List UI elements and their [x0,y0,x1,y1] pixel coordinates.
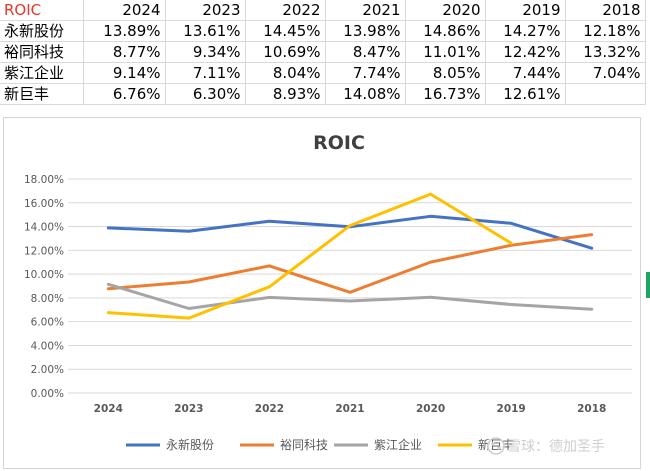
series-line[interactable] [106,192,513,320]
watermark: 雪球：德加圣手 [487,437,605,455]
y-tick-label: 18.00% [24,174,64,186]
chart-title: ROIC [313,132,365,154]
x-tick-label: 2018 [577,403,606,415]
value-cell[interactable]: 8.05% [405,62,486,84]
header-row: ROIC 2024 2023 2022 2021 2020 2019 2018 [0,0,646,21]
watermark-text: 雪球：德加圣手 [507,439,605,455]
value-cell[interactable]: 13.61% [165,20,246,42]
chart-canvas: ROIC 0.00% 2.00% 4.00% 6.00% 8.00% 10.00% 12.0… [24,132,632,455]
value-cell[interactable]: 11.01% [405,41,486,63]
value-cell[interactable]: 7.44% [485,62,566,84]
header-cell-year[interactable]: 2023 [165,0,246,21]
value-cell[interactable]: 8.47% [325,41,406,63]
value-cell[interactable]: 16.73% [405,83,486,105]
header-cell-year[interactable]: 2021 [325,0,406,21]
table-row: 裕同科技 8.77% 9.34% 10.69% 8.47% 11.01% 12.… [0,41,646,63]
x-tick-label: 2020 [416,403,445,415]
value-cell[interactable]: 9.34% [165,41,246,63]
header-cell-year[interactable]: 2022 [245,0,326,21]
value-cell[interactable]: 14.86% [405,20,486,42]
value-cell[interactable]: 14.08% [325,83,406,105]
value-cell[interactable]: 13.89% [83,20,166,42]
y-tick-label: 8.00% [31,293,64,305]
y-tick-label: 0.00% [31,388,64,400]
selection-marker [646,272,650,298]
header-cell-year[interactable]: 2024 [83,0,166,21]
y-tick-label: 12.00% [24,245,64,257]
row-label-cell[interactable]: 裕同科技 [0,41,84,63]
value-cell[interactable]: 6.30% [165,83,246,105]
header-cell-year[interactable]: 2018 [565,0,646,21]
x-tick-label: 2022 [255,403,284,415]
row-label-cell[interactable]: 紫江企业 [0,62,84,84]
value-cell[interactable]: 9.14% [83,62,166,84]
data-table: ROIC 2024 2023 2022 2021 2020 2019 2018 … [0,0,646,105]
value-cell[interactable]: 8.04% [245,62,326,84]
table-row: 永新股份 13.89% 13.61% 14.45% 13.98% 14.86% … [0,20,646,42]
x-tick-label: 2021 [335,403,364,415]
value-cell[interactable]: 8.77% [83,41,166,63]
legend-label: 裕同科技 [280,437,328,452]
value-cell[interactable]: 12.61% [485,83,566,105]
x-tick-label: 2024 [94,403,123,415]
y-axis-labels: 0.00% 2.00% 4.00% 6.00% 8.00% 10.00% 12.00% 14.… [24,174,64,400]
x-tick-label: 2023 [174,403,203,415]
header-cell-corner[interactable]: ROIC [0,0,84,21]
x-tick-label: 2019 [497,403,526,415]
y-tick-label: 10.00% [24,269,64,281]
series-line[interactable] [106,233,594,294]
value-cell[interactable]: 7.74% [325,62,406,84]
legend-label: 新巨丰 [478,437,514,452]
row-label-cell[interactable]: 新巨丰 [0,83,84,105]
y-tick-label: 14.00% [24,222,64,234]
value-cell[interactable]: 7.04% [565,62,646,84]
header-cell-year[interactable]: 2019 [485,0,566,21]
y-tick-label: 2.00% [31,364,64,376]
header-cell-year[interactable]: 2020 [405,0,486,21]
value-cell[interactable] [565,83,646,105]
series-lines [106,192,594,320]
value-cell[interactable]: 6.76% [83,83,166,105]
y-tick-label: 4.00% [31,340,64,352]
table-row: 新巨丰 6.76% 6.30% 8.93% 14.08% 16.73% 12.6… [0,83,646,105]
line-chart[interactable]: ROIC 0.00% 2.00% 4.00% 6.00% 8.00% 10.00% 12.0… [3,117,641,469]
legend-label: 紫江企业 [374,437,422,452]
value-cell[interactable]: 13.32% [565,41,646,63]
value-cell[interactable]: 10.69% [245,41,326,63]
y-tick-label: 6.00% [31,317,64,329]
table-row: 紫江企业 9.14% 7.11% 8.04% 7.74% 8.05% 7.44%… [0,62,646,84]
value-cell[interactable]: 14.45% [245,20,326,42]
value-cell[interactable]: 13.98% [325,20,406,42]
gridlines [68,178,632,394]
value-cell[interactable]: 12.42% [485,41,566,63]
series-line[interactable] [106,282,594,311]
y-tick-label: 16.00% [24,198,64,210]
legend-label: 永新股份 [166,437,214,452]
x-axis-labels: 2024 2023 2022 2021 2020 2019 2018 [94,403,607,415]
value-cell[interactable]: 14.27% [485,20,566,42]
legend: 永新股份 裕同科技 紫江企业 新巨丰 [126,437,514,452]
snowball-logo-icon [487,437,505,455]
row-label-cell[interactable]: 永新股份 [0,20,84,42]
value-cell[interactable]: 7.11% [165,62,246,84]
value-cell[interactable]: 12.18% [565,20,646,42]
value-cell[interactable]: 8.93% [245,83,326,105]
